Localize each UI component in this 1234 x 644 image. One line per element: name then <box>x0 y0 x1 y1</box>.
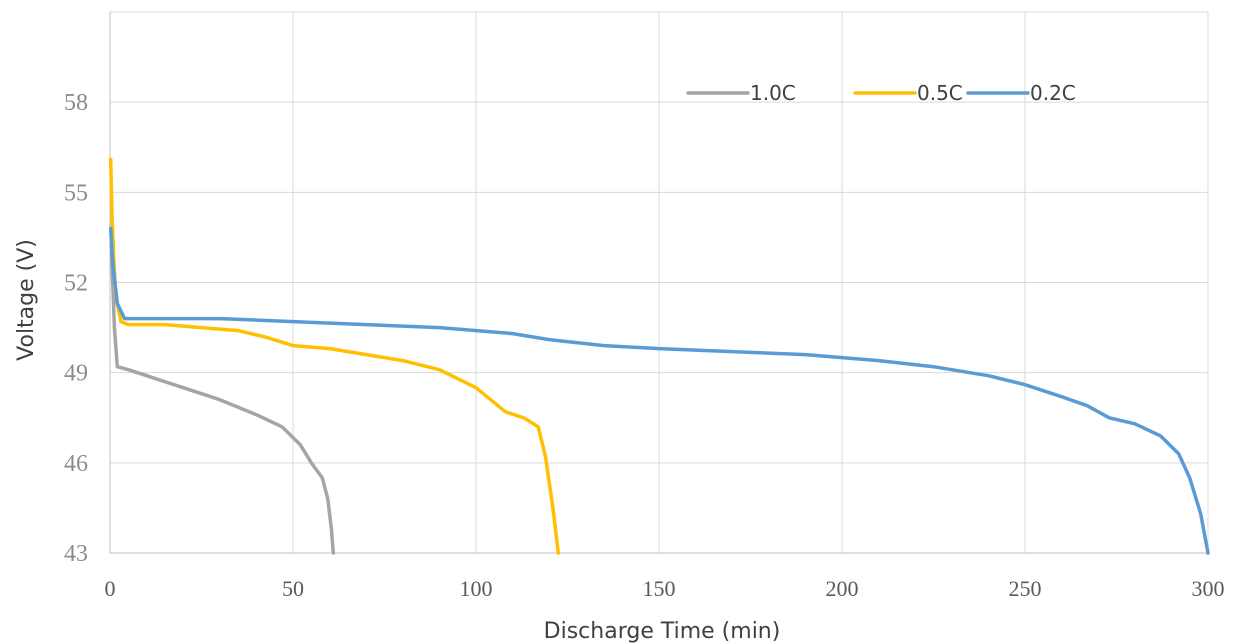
x-tick-label: 200 <box>826 576 859 601</box>
axis-layer: 0 50 100 150 200 250 300 43 46 49 52 55 58 <box>64 12 1225 601</box>
y-tick-label: 49 <box>64 361 88 387</box>
y-tick-label: 52 <box>64 271 88 297</box>
y-tick-label: 55 <box>64 180 88 206</box>
y-tick-label: 58 <box>64 90 88 116</box>
x-tick-label: 50 <box>282 576 304 601</box>
x-tick-label: 0 <box>105 576 116 601</box>
x-axis-title: Discharge Time (min) <box>544 619 781 644</box>
x-tick-label: 250 <box>1009 576 1042 601</box>
x-tick-label: 150 <box>643 576 676 601</box>
x-tick-label: 300 <box>1192 576 1225 601</box>
legend-label: 1.0C <box>750 81 796 105</box>
grid-layer <box>110 11 1209 553</box>
series-layer <box>108 157 1210 555</box>
legend: 1.0C 0.5C 0.2C <box>686 81 1076 105</box>
legend-label: 0.5C <box>917 81 963 105</box>
legend-label: 0.2C <box>1030 81 1076 105</box>
series-line-0-5c <box>108 157 561 555</box>
y-tick-label: 46 <box>64 451 88 477</box>
series-line-1-0c <box>109 235 336 555</box>
series-line-0-2c <box>108 226 1210 555</box>
x-tick-label: 100 <box>460 576 493 601</box>
y-axis-title: Voltage (V) <box>14 239 39 361</box>
y-tick-label: 43 <box>64 541 88 567</box>
